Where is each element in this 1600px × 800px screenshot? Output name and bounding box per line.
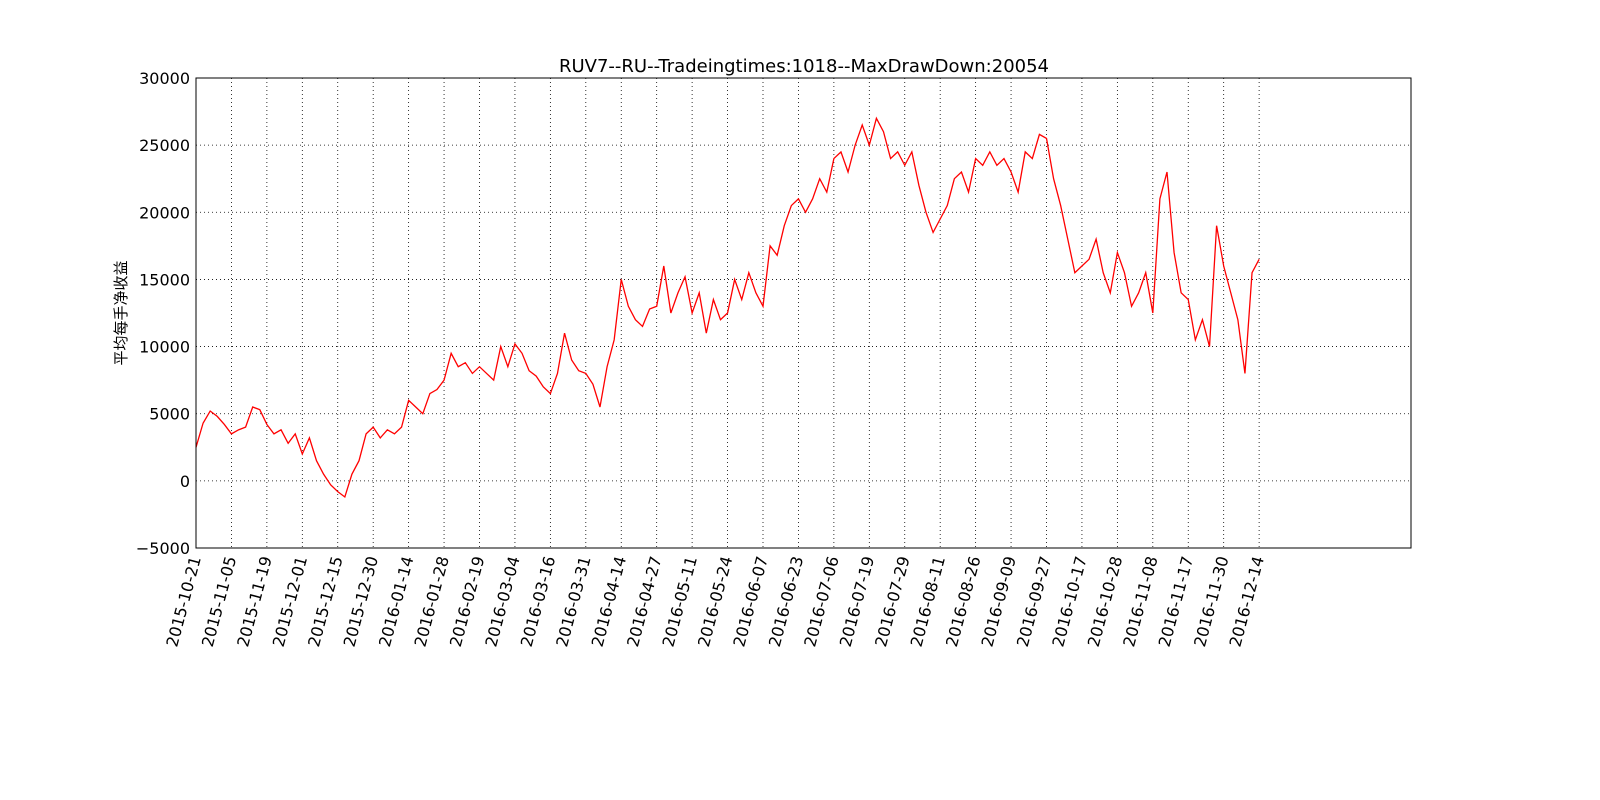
y-tick-label: −5000 [136,539,190,558]
y-tick-label: 30000 [139,69,190,88]
chart-title: RUV7--RU--Tradeingtimes:1018--MaxDrawDow… [559,56,1049,77]
data-line [195,116,1260,499]
y-tick-label: 5000 [149,405,190,424]
y-tick-label: 20000 [139,203,190,222]
plot-frame [195,77,1412,549]
y-tick-label: 15000 [139,270,190,289]
y-tick-label: 10000 [139,338,190,357]
y-tick-label: 25000 [139,136,190,155]
y-axis-label: 平均每手净收益 [112,260,130,365]
y-tick-label: 0 [180,472,190,491]
